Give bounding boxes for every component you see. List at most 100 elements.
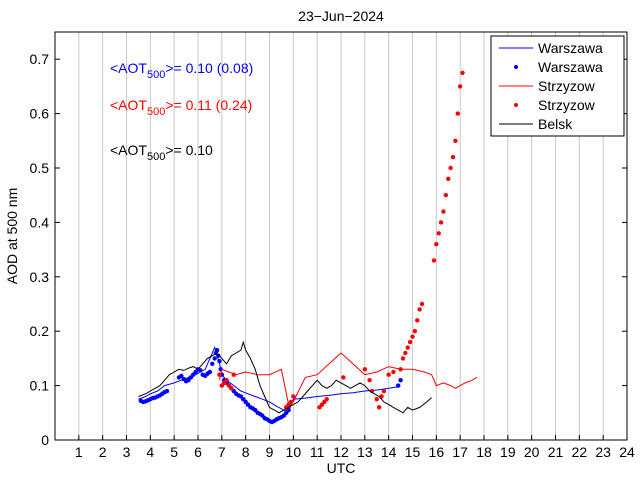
strzyzow-point xyxy=(455,111,460,116)
x-tick-label: 5 xyxy=(170,444,178,460)
x-tick-label: 6 xyxy=(194,444,202,460)
legend-point-swatch xyxy=(514,103,518,107)
legend-entry: Strzyzow xyxy=(499,78,596,94)
x-tick-label: 1 xyxy=(75,444,83,460)
warszawa-point xyxy=(214,348,220,353)
warszawa-point xyxy=(396,383,401,388)
legend-label: Warszawa xyxy=(538,59,603,75)
strzyzow-point xyxy=(362,367,368,372)
strzyzow-point xyxy=(217,372,222,377)
x-tick-label: 20 xyxy=(524,444,540,460)
y-tick-label: 0.1 xyxy=(30,378,50,394)
warszawa-point xyxy=(216,353,221,358)
x-tick-label: 18 xyxy=(476,444,492,460)
y-tick-label: 0.5 xyxy=(30,160,50,176)
strzyzow-point xyxy=(457,84,463,89)
x-tick-label: 19 xyxy=(500,444,516,460)
y-axis-label: AOD at 500 nm xyxy=(4,188,20,285)
annotation-prefix: <AOT xyxy=(110,97,147,113)
strzyzow-line xyxy=(219,352,478,406)
strzyzow-point xyxy=(367,377,372,383)
strzyzow-point xyxy=(436,231,441,236)
strzyzow-point xyxy=(407,339,413,345)
strzyzow-point xyxy=(441,209,446,214)
y-tick-label: 0.2 xyxy=(30,323,50,339)
annotation-prefix: <AOT xyxy=(110,60,147,76)
x-tick-label: 15 xyxy=(405,444,421,460)
annotation-belsk-mean: <AOT500>= 0.10 xyxy=(110,142,213,163)
legend-label: Belsk xyxy=(538,116,573,132)
strzyzow-point xyxy=(415,318,420,323)
legend-entry: Warszawa xyxy=(499,40,603,56)
legend-entry: Belsk xyxy=(499,116,573,132)
belsk-line xyxy=(138,340,432,414)
x-tick-label: 12 xyxy=(333,444,349,460)
strzyzow-point xyxy=(374,397,379,402)
y-tick-label: 0 xyxy=(41,432,49,448)
strzyzow-point xyxy=(231,372,236,377)
strzyzow-point xyxy=(403,350,408,356)
x-tick-label: 4 xyxy=(146,444,154,460)
strzyzow-point xyxy=(386,372,391,377)
annotation-strzyzow-mean: <AOT500>= 0.11 (0.24) xyxy=(110,97,252,118)
strzyzow-point xyxy=(381,388,387,394)
strzyzow-point xyxy=(229,386,234,391)
strzyzow-point xyxy=(288,399,294,405)
grid xyxy=(78,32,628,440)
strzyzow-point xyxy=(419,301,425,307)
data-series xyxy=(138,70,478,425)
chart-title: 23−Jun−2024 xyxy=(298,8,384,24)
strzyzow-points xyxy=(217,70,465,410)
y-tick-label: 0.6 xyxy=(30,106,50,122)
x-tick-label: 7 xyxy=(218,444,226,460)
x-tick-label: 16 xyxy=(429,444,445,460)
legend: Warszawa Warszawa Strzyzow Strzyzow Belsk xyxy=(490,35,625,137)
strzyzow-point xyxy=(434,241,439,247)
annotation-warszawa-mean: <AOT500>= 0.10 (0.08) xyxy=(110,60,253,81)
strzyzow-point xyxy=(405,345,410,350)
y-tick-label: 0.3 xyxy=(30,269,50,285)
aot-annotations: <AOT500>= 0.10 (0.08) <AOT500>= 0.11 (0.… xyxy=(110,60,253,163)
x-tick-label: 3 xyxy=(123,444,131,460)
warszawa-point xyxy=(198,368,203,373)
strzyzow-point xyxy=(460,70,465,76)
x-tick-label: 11 xyxy=(310,444,325,460)
strzyzow-point xyxy=(410,334,415,339)
x-tick-label: 23 xyxy=(595,444,611,460)
strzyzow-point xyxy=(224,377,229,383)
legend-label: Strzyzow xyxy=(538,97,596,113)
x-tick-label: 17 xyxy=(452,444,468,460)
warszawa-point xyxy=(398,377,403,383)
x-tick-label: 9 xyxy=(266,444,274,460)
x-tick-label: 8 xyxy=(242,444,250,460)
warszawa-point xyxy=(207,369,213,375)
legend-point-swatch xyxy=(514,65,518,69)
strzyzow-point xyxy=(443,193,449,198)
x-tick-label: 24 xyxy=(619,444,635,460)
legend-entry: Strzyzow xyxy=(514,97,596,113)
x-axis-label: UTC xyxy=(327,460,356,476)
annotation-value: >= 0.10 (0.08) xyxy=(165,60,253,76)
warszawa-line xyxy=(138,346,399,413)
warszawa-point xyxy=(217,358,222,364)
x-tick-label: 14 xyxy=(381,444,397,460)
x-tick-label: 10 xyxy=(286,444,302,460)
strzyzow-point xyxy=(324,397,329,402)
x-tick-label: 22 xyxy=(572,444,588,460)
strzyzow-point xyxy=(341,375,346,380)
strzyzow-point xyxy=(291,394,296,399)
strzyzow-point xyxy=(431,258,437,263)
x-tick-label: 21 xyxy=(548,444,564,460)
strzyzow-point xyxy=(448,165,453,171)
x-tick-label: 13 xyxy=(357,444,373,460)
annotation-subscript: 500 xyxy=(147,151,165,163)
strzyzow-point xyxy=(446,176,451,182)
annotation-prefix: <AOT xyxy=(110,142,147,158)
strzyzow-point xyxy=(412,329,418,334)
legend-entry: Warszawa xyxy=(514,59,603,75)
strzyzow-point xyxy=(400,356,406,361)
strzyzow-point xyxy=(450,154,456,160)
warszawa-point xyxy=(164,388,170,394)
strzyzow-point xyxy=(376,405,382,410)
axis-ticks: 1 2 3 4 5 6 7 8 9 10 11 12 13 14 15 16 17 18 19 20 21 22 23 240… xyxy=(30,51,635,460)
